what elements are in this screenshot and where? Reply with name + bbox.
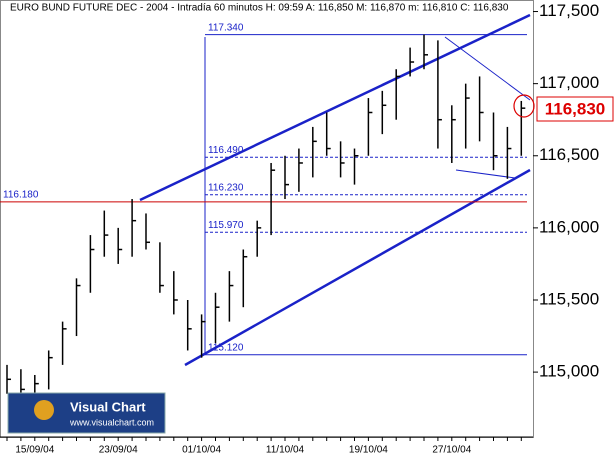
last-price-box [536,96,614,122]
y-tick-label: 116,500 [539,145,599,164]
x-tick-label: 23/09/04 [99,445,138,456]
level-label: 116.180 [3,190,39,201]
logo-icon [34,400,54,420]
y-tick-label: 117,500 [539,1,599,20]
x-tick-label: 27/10/04 [432,445,471,456]
level-label: 115.970 [208,220,244,231]
y-tick-label: 117,000 [539,73,599,92]
last-price-circle [513,94,535,118]
x-tick-label: 15/09/04 [15,445,54,456]
plot-frame [0,0,534,438]
logo-url: www.visualchart.com [69,417,154,427]
level-label: 117.340 [208,22,244,33]
x-tick-label: 19/10/04 [349,445,388,456]
logo-name: Visual Chart [70,399,146,414]
logo-box [7,392,166,434]
trend-line [444,36,531,101]
y-tick-label: 115,500 [539,289,599,308]
y-tick-label: 115,000 [539,362,599,381]
chart-title: EURO BUND FUTURE DEC - 2004 - Intradía 6… [10,3,509,14]
last-price-label: 116,830 [545,99,606,118]
y-tick-label: 116,000 [539,217,599,236]
level-label: 116.490 [208,145,244,156]
logo: Visual Chart www.visualchart.com [7,392,166,434]
trend-line [455,169,516,179]
level-label: 116.230 [208,182,244,193]
x-tick-label: 01/10/04 [182,445,221,456]
level-label: 115.120 [208,342,244,353]
x-tick-label: 11/10/04 [266,445,305,456]
lower-channel [184,168,531,367]
